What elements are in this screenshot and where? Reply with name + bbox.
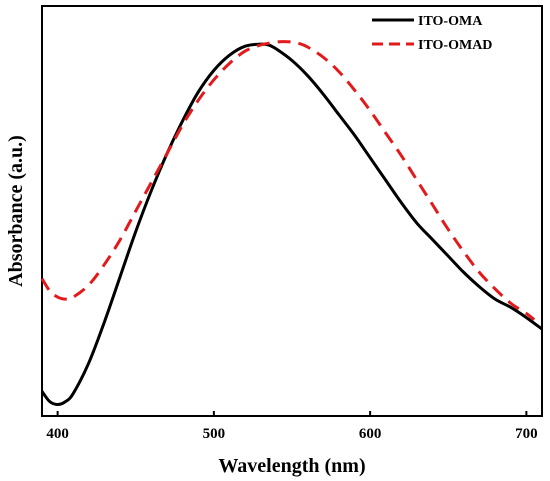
- series-line-ito-oma: [40, 42, 543, 407]
- y-axis-label: Absorbance (a.u.): [5, 135, 27, 287]
- series-layer: [40, 40, 543, 407]
- legend-label-ito-omad: ITO-OMAD: [418, 38, 492, 53]
- x-tick-label-500: 500: [203, 426, 226, 442]
- legend-label-ito-oma: ITO-OMA: [418, 14, 483, 29]
- series-line-ito-omad: [40, 40, 536, 321]
- legend: ITO-OMA ITO-OMAD: [372, 14, 492, 53]
- x-tick-label-400: 400: [46, 426, 69, 442]
- x-tick-label-700: 700: [515, 426, 538, 442]
- x-tick-label-600: 600: [359, 426, 382, 442]
- x-axis-label: Wavelength (nm): [218, 455, 365, 477]
- tick-layer: 400 500 600 700: [46, 411, 538, 442]
- plot-frame: [41, 5, 543, 417]
